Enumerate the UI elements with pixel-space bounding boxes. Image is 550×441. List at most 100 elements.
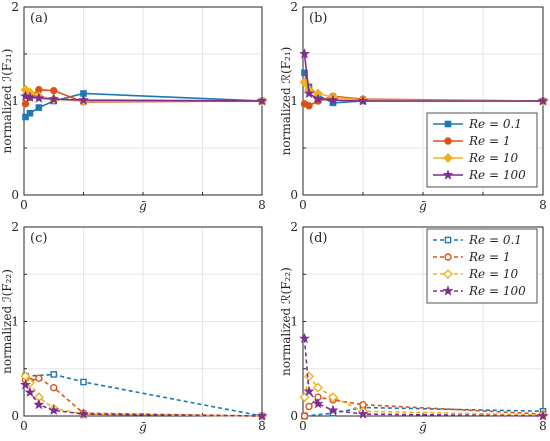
- legend: Re = 0.1 Re = 1 Re = 10 Re = 100: [426, 228, 538, 304]
- panel-label: (a): [30, 11, 48, 26]
- y-tick-label: 1: [11, 315, 19, 329]
- data-point: [80, 378, 87, 386]
- data-point: [312, 397, 324, 409]
- legend-label: Re = 0.1: [468, 117, 522, 131]
- y-axis-label: normalized ℛ(F₂₁): [279, 47, 293, 156]
- legend-label: Re = 10: [468, 267, 518, 281]
- data-point: [304, 371, 314, 382]
- data-point: [78, 408, 89, 419]
- y-tick-label: 2: [11, 220, 19, 234]
- x-tick-label: 8: [539, 419, 547, 433]
- data-point: [312, 93, 324, 104]
- y-tick-label: 0: [290, 409, 298, 423]
- y-axis-label: normalized ℐ(F₂₂): [0, 269, 14, 374]
- series-re-100: [299, 48, 549, 106]
- data-point: [537, 410, 549, 421]
- data-point: [24, 91, 36, 102]
- y-tick-label: 1: [11, 94, 19, 108]
- x-tick-label: 8: [539, 198, 547, 212]
- y-tick-label: 1: [290, 94, 298, 108]
- data-point: [50, 383, 58, 392]
- x-axis-symbol: ḡ: [139, 420, 147, 434]
- series-re-100: [19, 379, 268, 421]
- data-point: [48, 404, 60, 415]
- data-point: [328, 392, 338, 403]
- data-point: [357, 408, 369, 419]
- x-axis-symbol: ḡ: [419, 420, 427, 434]
- panel-label: (d): [309, 231, 327, 246]
- chart-panel-a: 0 8 ḡ 0 1 2 normalized ℐ(F₂₁) (a): [0, 0, 268, 213]
- series-re-1: [300, 393, 547, 420]
- x-tick-label: 0: [20, 198, 28, 212]
- data-point: [22, 113, 29, 121]
- y-tick-label: 2: [290, 220, 298, 234]
- legend-label: Re = 100: [468, 168, 526, 182]
- series-re-0-1: [22, 90, 266, 121]
- x-tick-label: 8: [258, 419, 266, 433]
- legend-marker: [442, 169, 454, 180]
- y-tick-label: 0: [11, 188, 19, 202]
- series-re-100: [299, 332, 549, 421]
- data-point: [21, 100, 30, 108]
- data-point: [48, 93, 60, 104]
- panel-label: (b): [309, 11, 327, 26]
- data-point: [303, 87, 315, 99]
- legend-label: Re = 0.1: [468, 233, 522, 247]
- series-re-1: [21, 374, 266, 420]
- legend-marker: [444, 253, 452, 261]
- data-point: [303, 385, 315, 397]
- legend-marker: [444, 120, 452, 128]
- data-point: [305, 101, 313, 110]
- legend-marker: [442, 285, 454, 296]
- series-re-100: [20, 90, 268, 106]
- y-tick-label: 1: [290, 315, 298, 329]
- legend-label: Re = 1: [468, 134, 510, 148]
- x-axis-symbol: ḡ: [139, 199, 147, 213]
- series-re-10: [299, 371, 548, 421]
- y-tick-label: 0: [11, 409, 19, 423]
- data-point: [256, 410, 268, 421]
- x-tick-label: 0: [299, 419, 307, 433]
- x-axis-symbol: ḡ: [419, 199, 427, 213]
- series-line: [303, 338, 544, 417]
- data-point: [300, 412, 309, 420]
- data-point: [327, 94, 339, 105]
- legend-label: Re = 100: [468, 284, 526, 298]
- series-line: [303, 53, 543, 102]
- data-point: [50, 371, 58, 378]
- panel-label: (c): [30, 231, 47, 246]
- data-point: [35, 374, 43, 382]
- data-point: [33, 398, 45, 410]
- x-tick-label: 0: [20, 419, 28, 433]
- data-point: [299, 48, 310, 59]
- data-point: [313, 382, 323, 393]
- y-tick-label: 2: [290, 0, 298, 14]
- x-tick-label: 8: [258, 198, 266, 212]
- legend-label: Re = 1: [468, 250, 510, 264]
- data-point: [327, 404, 339, 415]
- data-point: [256, 95, 268, 106]
- data-point: [305, 402, 313, 411]
- x-tick-label: 0: [299, 198, 307, 212]
- data-point: [357, 95, 369, 106]
- series-re-10: [20, 371, 267, 421]
- y-axis-label: normalized ℛ(F₂₂): [279, 267, 293, 376]
- legend-marker: [443, 153, 453, 163]
- data-point: [299, 332, 310, 344]
- data-point: [78, 94, 89, 105]
- data-point: [26, 109, 34, 117]
- series-line: [24, 92, 263, 118]
- legend-marker: [443, 269, 453, 279]
- series-line: [303, 81, 544, 102]
- y-tick-label: 2: [11, 0, 19, 14]
- series-re-0-1: [301, 404, 547, 420]
- data-point: [35, 104, 43, 111]
- chart-panel-c: 0 8 ḡ 0 1 2 normalized ℐ(F₂₂) (c): [0, 220, 268, 434]
- series-line: [304, 406, 544, 417]
- legend-marker: [444, 137, 452, 145]
- legend-marker: [444, 236, 452, 244]
- data-point: [50, 86, 58, 95]
